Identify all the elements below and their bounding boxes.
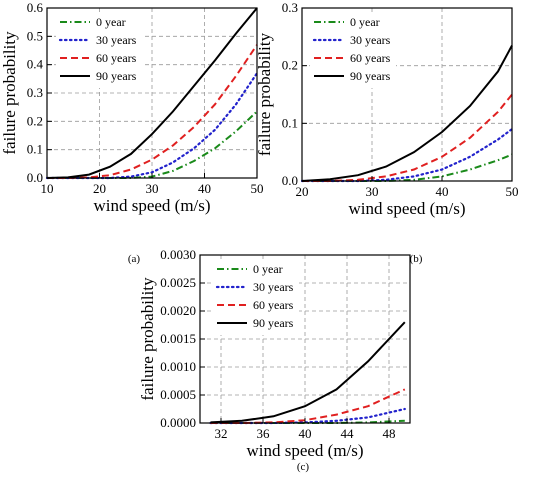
- legend-label: 90 years: [96, 69, 137, 83]
- y-tick-label: 0.0000: [160, 415, 196, 430]
- y-tick-label: 0.2: [27, 113, 43, 128]
- y-tick-label: 0.1: [282, 115, 298, 130]
- plot-frame: [301, 7, 513, 182]
- chart-panel-1: 10 20 30 40 50 0.0 0.1 0.2 0.3 0.4 0.5 0.6 wind spee…: [0, 0, 264, 265]
- y-tick-label: 0.0020: [160, 303, 196, 318]
- x-tick-label: 48: [383, 426, 396, 441]
- panel-label: (c): [297, 461, 310, 473]
- series-line: [301, 45, 513, 182]
- y-axis-label: failure probability: [138, 277, 157, 401]
- y-tick-label: 0.6: [27, 0, 44, 15]
- x-tick-label: 50: [251, 181, 264, 196]
- chart-panel-3: 32 36 40 44 48 0.0000 0.0005 0.0010 0.0015 0.0020…: [138, 247, 411, 473]
- x-axis-label: wind speed (m/s): [246, 441, 363, 460]
- x-tick-label: 20: [296, 184, 309, 199]
- y-tick-label: 0.1: [27, 142, 43, 157]
- legend-label: 30 years: [350, 33, 391, 47]
- legend: 0 year 30 years 60 years 90 years: [56, 12, 142, 88]
- y-axis-label: failure probability: [0, 31, 19, 155]
- y-tick-label: 0.0005: [160, 387, 196, 402]
- series-line: [302, 153, 513, 182]
- y-tick-label: 0.0025: [160, 275, 196, 290]
- legend: 0 year 30 years 60 years 90 years: [310, 12, 396, 88]
- y-tick-label: 0.0010: [160, 359, 196, 374]
- x-tick-label: 44: [341, 426, 355, 441]
- x-tick-label: 32: [215, 426, 228, 441]
- legend: 0 year 30 years 60 years 90 years: [213, 259, 299, 335]
- legend-label: 90 years: [253, 316, 294, 330]
- series-line: [210, 388, 406, 424]
- y-tick-label: 0.3: [282, 0, 298, 15]
- x-tick-label: 36: [257, 426, 271, 441]
- x-tick-label: 40: [436, 184, 449, 199]
- x-tick-label: 40: [198, 181, 211, 196]
- series-line: [210, 321, 406, 424]
- x-tick-label: 40: [299, 426, 312, 441]
- x-tick-label: 10: [41, 181, 54, 196]
- y-tick-label: 0.3: [27, 85, 43, 100]
- series-line: [302, 93, 513, 182]
- y-tick-label: 0.0015: [160, 331, 196, 346]
- y-tick-label: 0.0: [27, 170, 43, 185]
- x-tick-label: 20: [93, 181, 106, 196]
- x-tick-label: 50: [506, 184, 519, 199]
- y-axis-label: failure probability: [255, 32, 274, 156]
- legend-label: 60 years: [96, 51, 137, 65]
- chart-panel-2: 20 30 40 50 0.0 0.1 0.2 0.3 wind speed (m/s) fail…: [255, 0, 519, 265]
- x-tick-label: 30: [366, 184, 379, 199]
- y-tick-label: 0.4: [27, 57, 44, 72]
- y-tick-label: 0.5: [27, 28, 43, 43]
- x-axis-label: wind speed (m/s): [93, 196, 210, 215]
- legend-label: 30 years: [253, 280, 294, 294]
- y-tick-label: 0.2: [282, 58, 298, 73]
- legend-label: 0 year: [96, 15, 126, 29]
- y-tick-label: 0.0: [282, 173, 298, 188]
- x-axis-label: wind speed (m/s): [348, 199, 465, 218]
- legend-label: 0 year: [350, 15, 380, 29]
- legend-label: 60 years: [350, 51, 391, 65]
- legend-label: 60 years: [253, 298, 294, 312]
- panel-label: (a): [128, 253, 141, 265]
- series-line: [46, 7, 258, 179]
- legend-label: 0 year: [253, 262, 283, 276]
- legend-label: 90 years: [350, 69, 391, 83]
- legend-label: 30 years: [96, 33, 137, 47]
- y-tick-label: 0.0030: [160, 247, 196, 262]
- x-tick-label: 30: [146, 181, 159, 196]
- panel-label: (b): [410, 253, 423, 265]
